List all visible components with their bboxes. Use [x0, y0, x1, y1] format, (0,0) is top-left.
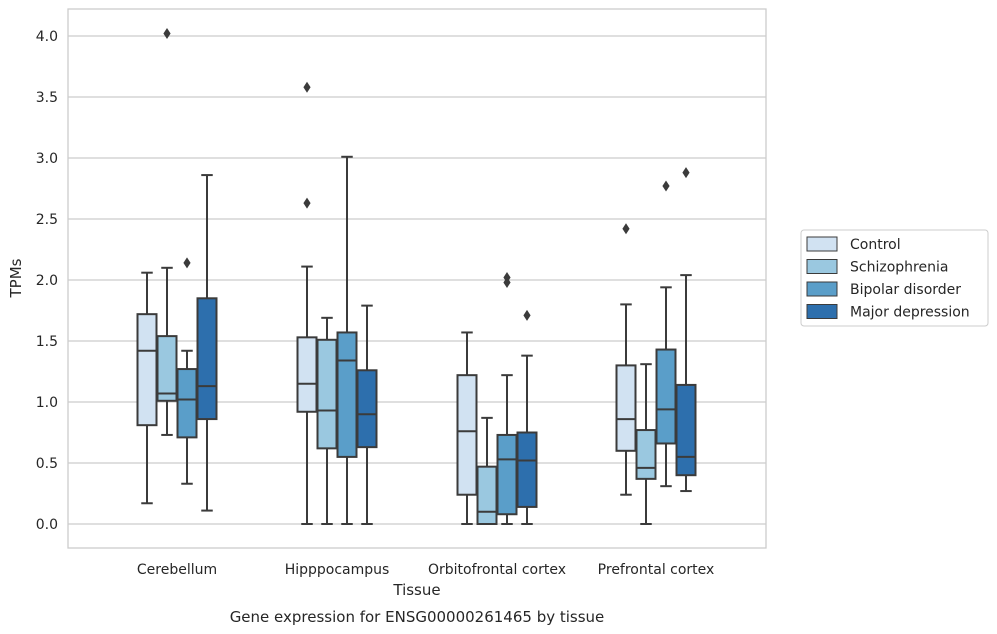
- box-group: [615, 223, 637, 496]
- box-group: [296, 81, 318, 525]
- legend-swatch: [806, 259, 838, 274]
- legend-label: Major depression: [850, 305, 970, 321]
- box: [615, 364, 637, 452]
- box-group: [456, 331, 478, 525]
- legend-label: Bipolar disorder: [850, 282, 961, 298]
- legend-swatch: [806, 304, 838, 319]
- outlier-point: [503, 272, 511, 284]
- box-group: [496, 272, 518, 525]
- x-tick-labels: Cerebellum Hipppocampus Orbitofrontal cort…: [137, 562, 714, 578]
- y-tick-label: 1.5: [36, 334, 58, 350]
- outlier-point: [682, 167, 690, 179]
- box: [496, 433, 518, 516]
- x-axis-label: Tissue: [392, 581, 440, 599]
- legend-swatch: [806, 281, 838, 297]
- y-tick-label: 3.0: [36, 151, 58, 167]
- y-tick-label: 2.5: [36, 212, 58, 228]
- box-group: [336, 155, 358, 525]
- box: [675, 383, 697, 477]
- box: [456, 374, 478, 496]
- legend: Control Schizophrenia Bipolar disorder Majo…: [800, 229, 989, 327]
- x-tick-label: Cerebellum: [137, 562, 217, 578]
- box-group: [136, 271, 158, 505]
- box-group: [176, 257, 198, 485]
- box: [176, 368, 198, 439]
- box: [136, 313, 158, 427]
- box-group: [655, 180, 677, 488]
- box-group: [196, 174, 218, 512]
- box: [316, 338, 338, 450]
- outlier-point: [622, 223, 630, 235]
- y-tick-labels: 0.0 0.5 1.0 1.5 2.0 2.5 3.0 3.5 4.0: [36, 29, 58, 533]
- box-group: [675, 167, 697, 493]
- outlier-point: [183, 257, 191, 269]
- y-tick-label: 0.5: [36, 456, 58, 472]
- outlier-point: [303, 81, 311, 93]
- box-group: [316, 316, 338, 525]
- outlier-point: [163, 28, 171, 40]
- y-tick-label: 0.0: [36, 517, 58, 533]
- box-group: [356, 304, 378, 525]
- y-tick-label: 1.0: [36, 395, 58, 411]
- boxes: [136, 28, 697, 526]
- box-group: [635, 363, 657, 525]
- box: [476, 465, 498, 526]
- box: [655, 348, 677, 445]
- y-tick-label: 3.5: [36, 90, 58, 106]
- box-group: [476, 416, 498, 526]
- y-tick-label: 2.0: [36, 273, 58, 289]
- x-tick-label: Hipppocampus: [285, 562, 390, 578]
- legend-label: Control: [850, 237, 901, 253]
- legend-frame: [800, 229, 989, 327]
- y-tick-label: 4.0: [36, 29, 58, 45]
- outlier-point: [303, 197, 311, 209]
- y-axis-label: TPMs: [7, 258, 25, 298]
- box: [196, 297, 218, 421]
- box: [156, 335, 178, 402]
- box-group: [156, 28, 178, 436]
- chart-caption: Gene expression for ENSG00000261465 by t…: [230, 608, 605, 626]
- box: [356, 369, 378, 449]
- x-tick-label: Prefrontal cortex: [598, 562, 715, 578]
- box: [635, 429, 657, 480]
- grid-lines: [68, 35, 766, 525]
- outlier-point: [662, 180, 670, 192]
- box: [516, 431, 538, 508]
- plot-frame: [67, 8, 767, 549]
- x-tick-label: Orbitofrontal cortex: [428, 562, 566, 578]
- legend-label: Schizophrenia: [850, 260, 948, 276]
- box: [336, 331, 358, 458]
- legend-items: Control Schizophrenia Bipolar disorder Majo…: [806, 236, 970, 321]
- legend-swatch: [806, 236, 838, 252]
- outlier-point: [523, 309, 531, 321]
- box-group: [516, 309, 538, 525]
- box: [296, 336, 318, 413]
